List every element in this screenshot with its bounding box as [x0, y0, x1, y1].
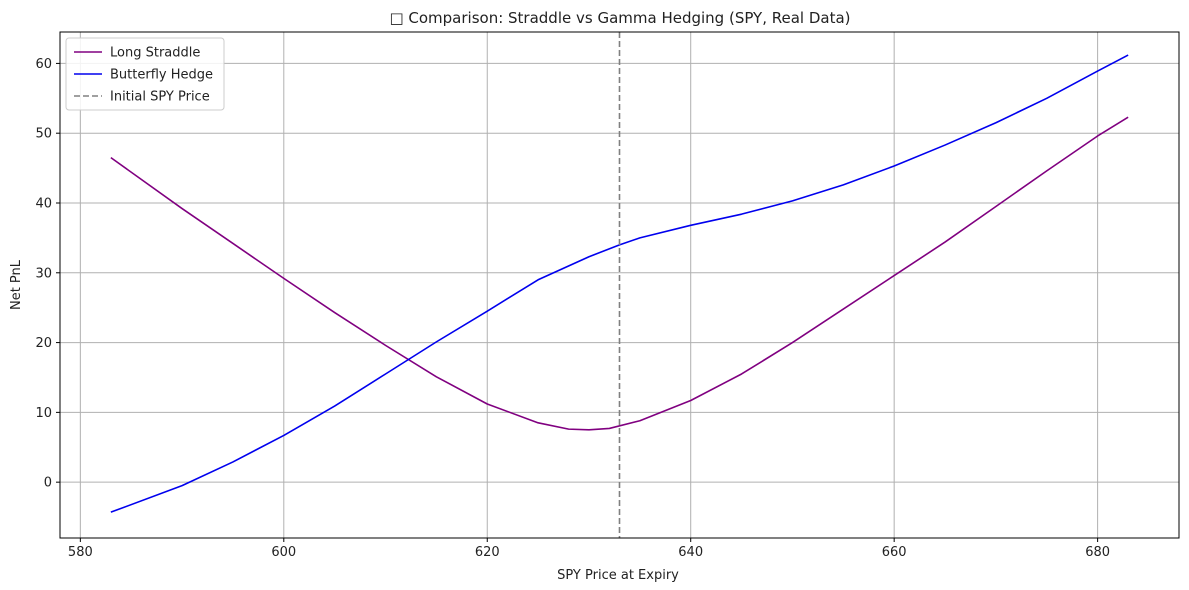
y-tick-label: 0: [44, 476, 52, 491]
x-tick-label: 580: [68, 545, 93, 560]
x-tick-label: 640: [678, 545, 703, 560]
long-straddle-line: [110, 116, 1129, 431]
x-tick-label: 620: [475, 545, 500, 560]
y-tick-label: 40: [35, 196, 52, 211]
y-tick-label: 60: [35, 57, 52, 72]
y-tick-label: 30: [35, 266, 52, 281]
grid: [60, 32, 1179, 538]
plot-frame: [59, 31, 1180, 539]
legend-box: [65, 37, 225, 111]
chart-title: □ Comparison: Straddle vs Gamma Hedging …: [389, 9, 850, 27]
series-layer: [110, 32, 1129, 538]
x-tick-label: 600: [271, 545, 296, 560]
y-axis-label: Net PnL: [9, 259, 24, 310]
x-tick-label: 680: [1085, 545, 1110, 560]
ticks: 580 600 620 640 660 680 0 10 20 30 40 50 60: [35, 57, 1110, 560]
y-tick-label: 10: [35, 406, 52, 421]
x-axis-label: SPY Price at Expiry: [557, 568, 679, 583]
x-tick-label: 660: [882, 545, 907, 560]
y-tick-label: 50: [35, 127, 52, 142]
legend: Long Straddle Butterfly Hedge Initial SPY …: [65, 37, 225, 111]
legend-label-initial-spy-price: Initial SPY Price: [110, 90, 210, 105]
butterfly-hedge-line: [110, 54, 1129, 513]
legend-label-long-straddle: Long Straddle: [110, 46, 200, 61]
y-tick-label: 20: [35, 336, 52, 351]
legend-label-butterfly-hedge: Butterfly Hedge: [110, 68, 213, 83]
